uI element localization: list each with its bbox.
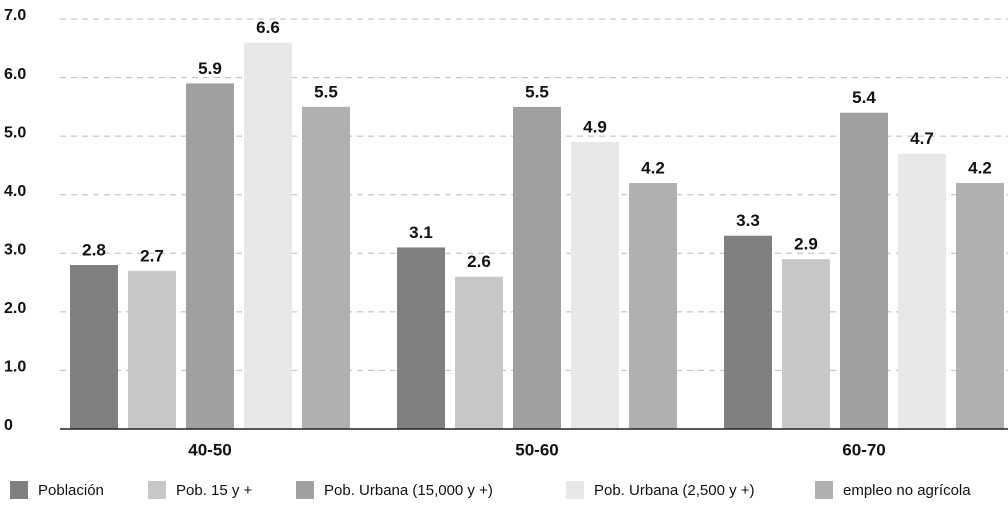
bar [302, 106, 350, 429]
value-label: 2.6 [467, 252, 491, 271]
x-tick-label: 40-50 [188, 440, 231, 459]
y-tick-label: 7.0 [4, 7, 26, 24]
value-label: 2.9 [794, 235, 818, 254]
bar [571, 142, 619, 429]
value-label: 5.9 [198, 59, 222, 78]
y-tick-label: 0 [4, 417, 13, 434]
legend-label: Pob. Urbana (2,500 y +) [594, 482, 755, 499]
y-tick-label: 3.0 [4, 242, 26, 259]
value-label: 4.2 [641, 158, 665, 177]
y-tick-label: 5.0 [4, 124, 26, 141]
bar [397, 247, 445, 429]
x-tick-label: 50-60 [515, 440, 558, 459]
value-label: 5.5 [525, 82, 549, 101]
legend-swatch [10, 481, 28, 499]
legend-label: empleo no agrícola [843, 482, 971, 499]
legend-swatch [296, 481, 314, 499]
bar [70, 265, 118, 429]
bar [898, 153, 946, 429]
legend-swatch [815, 481, 833, 499]
value-label: 6.6 [256, 18, 280, 37]
y-tick-label: 6.0 [4, 66, 26, 83]
legend-swatch [148, 481, 166, 499]
y-tick-label: 2.0 [4, 300, 26, 317]
legend-swatch [566, 481, 584, 499]
bar [244, 42, 292, 430]
bar [629, 183, 677, 429]
value-label: 4.7 [910, 129, 934, 148]
legend-label: Población [38, 482, 104, 499]
value-label: 2.7 [140, 246, 164, 265]
legend-label: Pob. Urbana (15,000 y +) [324, 482, 493, 499]
value-label: 2.8 [82, 240, 106, 259]
bar [782, 259, 830, 429]
value-label: 5.5 [314, 82, 338, 101]
x-tick-label: 60-70 [842, 440, 885, 459]
bar [724, 235, 772, 429]
value-label: 3.1 [409, 223, 433, 242]
bar [455, 276, 503, 429]
value-label: 3.3 [736, 211, 760, 230]
legend-label: Pob. 15 y + [176, 482, 253, 499]
bar [956, 183, 1004, 429]
bar [128, 270, 176, 429]
value-label: 5.4 [852, 88, 876, 107]
bar [840, 112, 888, 429]
bar [186, 83, 234, 429]
value-label: 4.9 [583, 117, 607, 136]
value-label: 4.2 [968, 158, 992, 177]
y-tick-label: 4.0 [4, 183, 26, 200]
bar [513, 106, 561, 429]
y-tick-label: 1.0 [4, 359, 26, 376]
